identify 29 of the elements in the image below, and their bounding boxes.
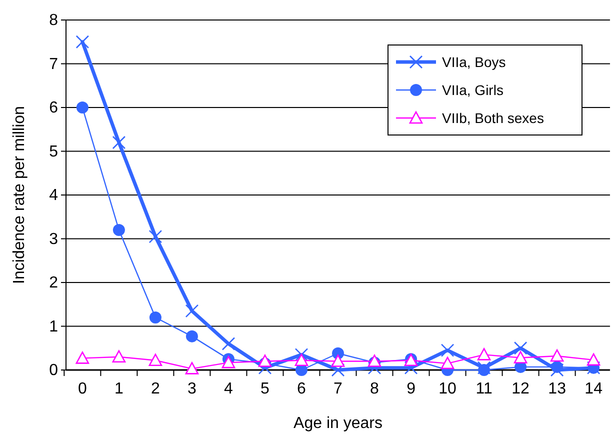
x-tick-label: 9 [406,380,416,398]
x-tick-label: 13 [548,380,566,398]
y-tick-label: 4 [49,187,58,204]
y-tick-label: 1 [49,318,58,336]
y-tick-label: 5 [49,143,58,160]
y-tick-label: 8 [49,12,58,30]
legend-label: VIIa, Boys [442,54,506,70]
x-tick-label: 7 [334,380,343,398]
x-tick-label: 8 [370,380,380,398]
x-axis-title: Age in years [294,415,382,432]
y-axis-title: Incidence rate per million [11,106,28,284]
x-tick-label: 4 [224,380,234,398]
x-tick-label: 6 [297,380,306,398]
y-tick-label: 7 [49,56,58,73]
x-tick-label: 1 [114,380,124,398]
y-tick-label: 3 [49,230,58,248]
x-tick-label: 14 [584,380,603,398]
y-tick-label: 0 [49,362,58,380]
x-tick-label: 2 [150,380,160,398]
x-tick-label: 11 [476,380,492,398]
y-tick-label: 6 [49,100,58,117]
x-tick-label: 10 [438,380,457,398]
legend-label: VIIa, Girls [442,82,504,98]
x-tick-label: 0 [78,380,87,398]
x-tick-label: 12 [512,380,530,398]
y-tick-label: 2 [49,274,58,292]
legend-label: VIIb, Both sexes [442,110,544,126]
x-tick-label: 3 [188,380,197,398]
x-tick-label: 5 [260,380,270,398]
